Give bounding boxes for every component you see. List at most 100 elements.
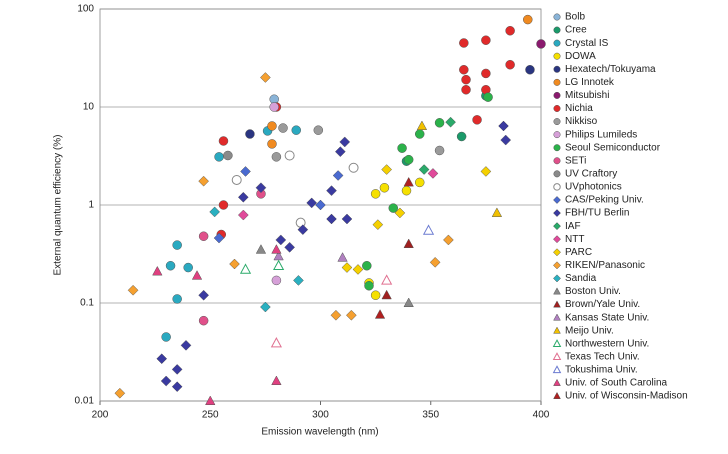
point (214, 152, 224, 162)
point (271, 244, 282, 254)
legend-marker (553, 118, 561, 126)
legend-marker (553, 378, 561, 386)
legend-label: Univ. of South Carolina (565, 378, 668, 389)
x-axis-title: Emission wavelength (nm) (261, 427, 378, 438)
y-tick-label: 0.1 (80, 298, 94, 309)
point (429, 256, 441, 268)
point (237, 191, 249, 203)
point (270, 337, 282, 348)
point (491, 207, 503, 217)
legend-marker (553, 65, 561, 73)
point (271, 152, 282, 162)
legend-label: Sandia (565, 273, 597, 284)
plot-frame (99, 8, 542, 402)
point (171, 381, 183, 393)
legend-marker (552, 365, 562, 374)
point (427, 168, 439, 179)
point (459, 38, 469, 48)
legend-marker (553, 13, 561, 21)
point (267, 121, 277, 131)
legend-label: Seoul Semiconductor (565, 142, 661, 153)
point (401, 185, 412, 196)
point (381, 274, 393, 285)
point (237, 209, 249, 221)
legend-label: UV Craftory (565, 168, 617, 179)
legend-marker (553, 196, 561, 204)
legend-label: Kansas State Univ. (565, 312, 649, 323)
legend-marker (553, 209, 561, 218)
point (332, 170, 344, 181)
legend-label: PARC (565, 247, 592, 258)
legend-marker (553, 391, 561, 399)
legend-marker (553, 39, 561, 47)
legend-marker (553, 91, 561, 99)
point (394, 207, 406, 219)
point (525, 64, 535, 75)
legend-label: Nikkiso (565, 116, 598, 127)
point (315, 199, 326, 211)
legend-label: Mitsubishi (565, 90, 609, 101)
point (374, 309, 386, 319)
point (260, 301, 271, 313)
point (306, 197, 318, 209)
point (218, 200, 229, 210)
point (403, 176, 414, 187)
legend-marker (553, 248, 561, 257)
point (255, 182, 267, 194)
point (339, 136, 351, 148)
point (213, 232, 225, 244)
y-axis-title: External quantum efficiency (%) (53, 135, 64, 276)
point (341, 213, 353, 225)
point (498, 120, 509, 132)
point (379, 182, 390, 193)
legend-marker (553, 78, 561, 86)
point (160, 375, 172, 387)
point (127, 284, 139, 296)
point (326, 185, 337, 197)
y-tick-label: 10 (83, 102, 95, 113)
point (483, 92, 493, 102)
legend-marker (553, 274, 561, 283)
x-tick-label: 250 (202, 410, 219, 421)
legend-marker (553, 313, 561, 321)
legend-label: Hexatech/Tokuyama (565, 64, 656, 75)
point (348, 162, 359, 173)
point (481, 68, 491, 79)
legend-label: Meijo Univ. (565, 325, 614, 336)
point (523, 14, 533, 25)
point (198, 231, 209, 241)
point (293, 275, 304, 286)
point (364, 280, 374, 291)
legend-label: Nichia (565, 103, 593, 114)
point (341, 262, 353, 273)
point (422, 224, 435, 235)
point (337, 252, 348, 262)
point (180, 339, 192, 351)
legend-marker (553, 157, 561, 165)
point (445, 116, 456, 128)
point (198, 175, 209, 187)
point (218, 136, 229, 146)
x-tick-label: 300 (312, 410, 329, 421)
point (418, 164, 430, 175)
x-tick-label: 350 (422, 410, 439, 421)
legend-label: RIKEN/Panasonic (565, 260, 645, 271)
point (172, 240, 182, 250)
point (370, 189, 381, 199)
legend-label: Brown/Yale Univ. (565, 299, 640, 310)
point (434, 118, 445, 128)
legend-marker (553, 235, 561, 244)
legend-label: Philips Lumileds (565, 129, 637, 140)
legend-label: Boston Univ. (565, 286, 621, 297)
point (191, 270, 203, 280)
point (334, 146, 346, 158)
legend-marker (553, 26, 561, 34)
x-tick-label: 200 (92, 410, 109, 421)
point (239, 263, 252, 274)
legend-marker (553, 144, 561, 152)
y-tick-label: 1 (88, 200, 94, 211)
point (245, 129, 255, 139)
point (330, 309, 342, 321)
point (271, 275, 282, 286)
